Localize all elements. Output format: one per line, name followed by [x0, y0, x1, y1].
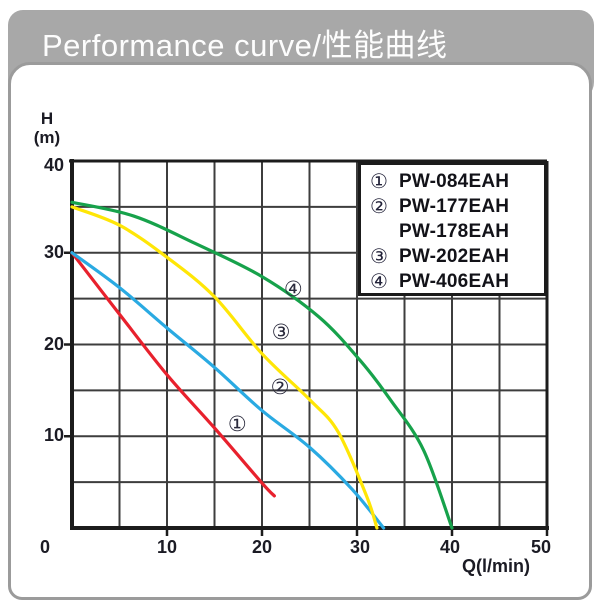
y-tick-40: 40 [43, 155, 64, 175]
y-tick-30: 30 [43, 242, 64, 262]
legend-label-pw084: PW-084EAH [399, 171, 510, 192]
curve-annotation-1: ① [227, 412, 247, 437]
y-axis-title-unit: (m) [33, 128, 61, 147]
y-tick-20: 20 [43, 334, 64, 354]
x-tick-30: 30 [349, 537, 371, 557]
legend-label-pw202: PW-202EAH [399, 246, 510, 267]
origin-tick-0: 0 [40, 537, 51, 557]
curve-annotation-3: ③ [271, 319, 291, 344]
x-tick-50: 50 [530, 537, 552, 557]
legend-label-pw406: PW-406EAH [399, 271, 510, 292]
legend-marker-2: ② [370, 194, 388, 218]
page-title: Performance curve/性能曲线 [42, 28, 448, 63]
x-tick-10: 10 [156, 537, 178, 557]
legend-label-pw177: PW-177EAH [399, 196, 510, 217]
legend-marker-4: ④ [370, 269, 388, 293]
legend-row-pw177: ② PW-177EAH [370, 194, 544, 219]
legend-row-pw178: PW-178EAH [370, 219, 544, 244]
y-axis-title-symbol: H [40, 109, 54, 128]
x-tick-40: 40 [439, 537, 461, 557]
legend-row-pw202: ③ PW-202EAH [370, 244, 544, 269]
legend-label-pw178: PW-178EAH [399, 221, 510, 242]
x-tick-20: 20 [251, 537, 273, 557]
legend-row-pw084: ① PW-084EAH [370, 169, 544, 194]
chart-panel [8, 62, 592, 600]
legend-marker-3: ③ [370, 244, 388, 268]
legend-marker-1: ① [370, 169, 388, 193]
y-tick-10: 10 [43, 425, 64, 445]
legend-box: ① PW-084EAH ② PW-177EAH PW-178EAH ③ PW-2… [358, 162, 547, 296]
legend-row-pw406: ④ PW-406EAH [370, 269, 544, 294]
curve-annotation-2: ② [270, 374, 290, 399]
x-axis-unit: Q(l/min) [462, 556, 530, 576]
curve-annotation-4: ④ [283, 277, 303, 302]
